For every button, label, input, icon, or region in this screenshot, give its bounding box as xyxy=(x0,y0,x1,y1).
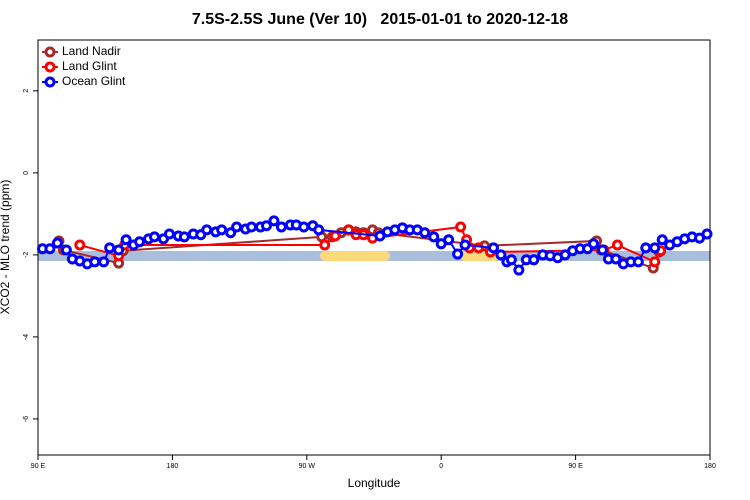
y-tick-label: -6 xyxy=(23,416,30,422)
data-point xyxy=(246,221,258,233)
land-band xyxy=(320,251,390,261)
data-point xyxy=(487,242,499,254)
legend-label: Ocean Glint xyxy=(62,74,126,88)
data-point xyxy=(611,239,623,251)
x-tick-label: 90 E xyxy=(568,463,583,470)
data-point xyxy=(649,256,661,268)
data-point xyxy=(260,220,272,232)
chart-title: 7.5S-2.5S June (Ver 10) 2015-01-01 to 20… xyxy=(192,11,568,28)
data-point xyxy=(104,242,116,254)
data-point xyxy=(428,231,440,243)
data-point xyxy=(134,236,146,248)
data-point xyxy=(701,228,713,240)
data-point xyxy=(89,256,101,268)
data-point xyxy=(163,228,175,240)
data-point xyxy=(201,224,213,236)
data-point xyxy=(231,221,243,233)
data-point xyxy=(640,242,652,254)
data-point xyxy=(455,221,467,233)
y-axis-label: XCO2 - MLO trend (ppm) xyxy=(0,180,12,315)
data-point xyxy=(459,239,471,251)
data-point xyxy=(649,242,661,254)
data-point xyxy=(610,253,622,265)
data-point xyxy=(596,244,608,256)
data-point xyxy=(98,256,110,268)
data-point xyxy=(44,243,56,255)
y-tick-label: 2 xyxy=(23,89,30,93)
x-tick-label: 0 xyxy=(439,463,443,470)
legend-label: Land Nadir xyxy=(62,44,121,58)
legend-marker xyxy=(44,61,56,73)
data-point xyxy=(275,221,287,233)
data-point xyxy=(51,237,63,249)
data-point xyxy=(452,248,464,260)
data-point xyxy=(513,264,525,276)
data-point xyxy=(495,249,507,261)
data-point xyxy=(120,234,132,246)
background-bands xyxy=(38,251,710,261)
data-point xyxy=(268,215,280,227)
x-tick-label: 90 E xyxy=(31,463,46,470)
data-point xyxy=(443,234,455,246)
data-point xyxy=(419,227,431,239)
x-tick-label: 90 W xyxy=(299,463,316,470)
data-point xyxy=(656,234,668,246)
data-point xyxy=(528,254,540,266)
x-tick-label: 180 xyxy=(167,463,179,470)
x-axis-label: Longitude xyxy=(348,476,401,490)
legend-marker xyxy=(44,46,56,58)
x-tick-label: 180 xyxy=(704,463,716,470)
data-point xyxy=(178,231,190,243)
data-point xyxy=(216,224,228,236)
legend-marker xyxy=(44,76,56,88)
legend-label: Land Glint xyxy=(62,59,117,73)
y-tick-label: -4 xyxy=(23,334,30,340)
data-point xyxy=(113,244,125,256)
data-point xyxy=(588,238,600,250)
y-tick-label: -2 xyxy=(23,252,30,258)
y-tick-label: 0 xyxy=(23,171,30,175)
data-point xyxy=(148,231,160,243)
data-point xyxy=(632,256,644,268)
data-point xyxy=(319,239,331,251)
data-point xyxy=(74,239,86,251)
data-point xyxy=(505,254,517,266)
data-point xyxy=(60,244,72,256)
data-point xyxy=(313,224,325,236)
data-point xyxy=(473,242,485,254)
data-point xyxy=(298,221,310,233)
data-point xyxy=(329,230,341,242)
